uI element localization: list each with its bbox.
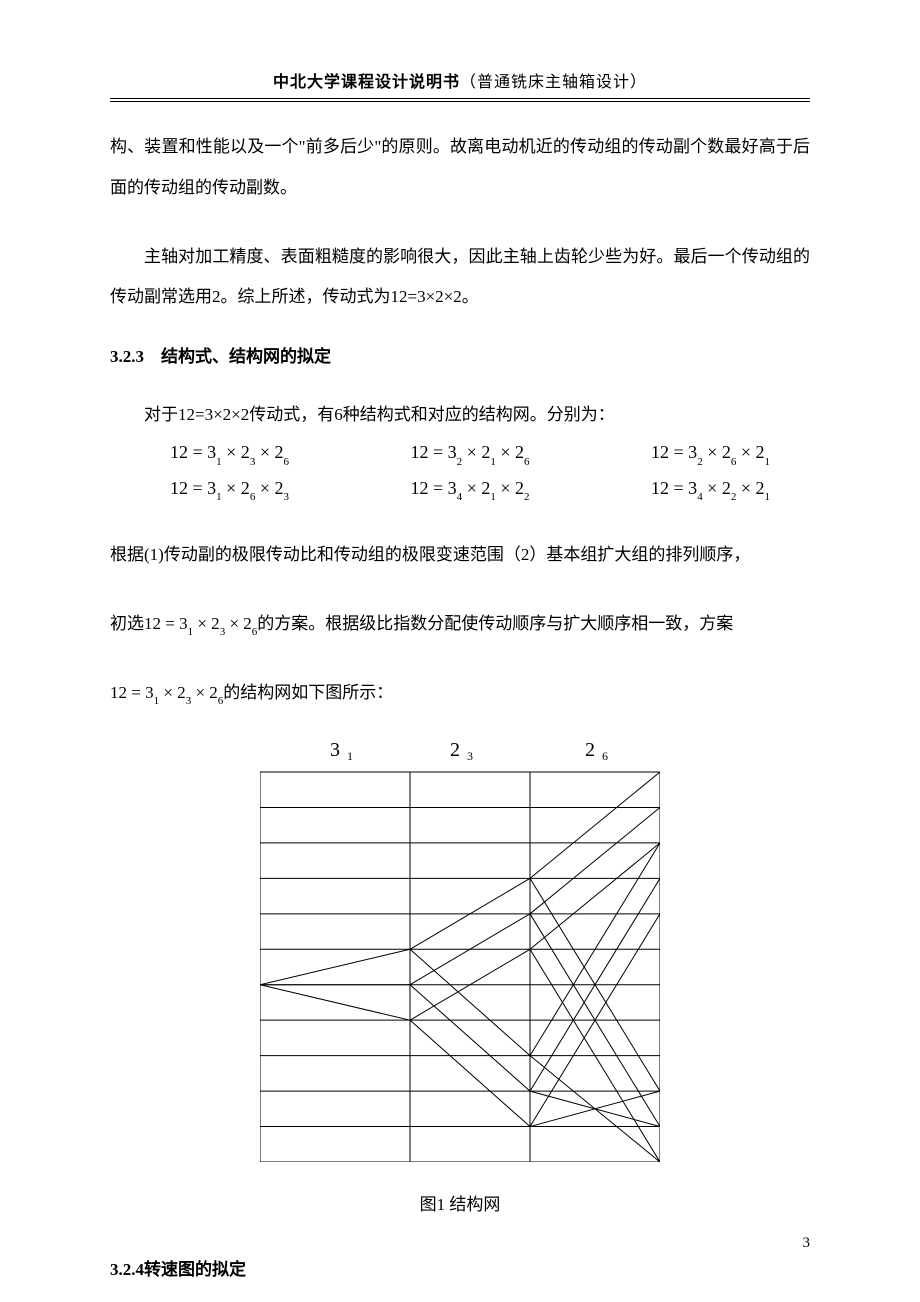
structure-net-diagram: 312326 [260,732,660,1162]
paragraph-2: 主轴对加工精度、表面粗糙度的影响很大，因此主轴上齿轮少些为好。最后一个传动组的传… [110,237,810,319]
eq-r1c1: 12 = 31 × 23 × 26 [170,442,289,466]
svg-text:3: 3 [467,749,473,763]
svg-text:2: 2 [450,739,460,761]
eq-r2c3: 12 = 34 × 22 × 21 [651,478,770,502]
equation-row-1: 12 = 31 × 23 × 26 12 = 32 × 21 × 26 12 =… [110,436,810,472]
page-number: 3 [803,1235,811,1252]
eq-r2c2: 12 = 34 × 21 × 22 [411,478,530,502]
document-page: 中北大学课程设计说明书（普通铣床主轴箱设计） 构、装置和性能以及一个"前多后少"… [0,0,920,1302]
paragraph-4a: 根据(1)传动副的极限传动比和传动组的极限变速范围（2）基本组扩大组的排列顺序， [110,535,810,576]
svg-text:6: 6 [602,749,608,763]
eq-r1c3: 12 = 32 × 26 × 21 [651,442,770,466]
section-heading-324: 3.2.4转速图的拟定 [110,1255,810,1280]
header-title-bold: 中北大学课程设计说明书 [273,74,460,91]
svg-text:1: 1 [347,749,353,763]
eq-r1c2: 12 = 32 × 21 × 26 [411,442,530,466]
equation-row-2: 12 = 31 × 26 × 23 12 = 34 × 21 × 22 12 =… [110,472,810,508]
section-heading-323: 3.2.3 结构式、结构网的拟定 [110,342,810,367]
header-title-plain: （普通铣床主轴箱设计） [460,74,647,91]
paragraph-4b: 初选12 = 31 × 23 × 26的方案。根据级比指数分配使传动顺序与扩大顺… [110,604,810,645]
eq-r2c1: 12 = 31 × 26 × 23 [170,478,289,502]
figure-1-wrap: 312326 图1 结构网 [110,732,810,1215]
svg-text:3: 3 [330,739,340,761]
paragraph-4c: 12 = 31 × 23 × 26的结构网如下图所示： [110,673,810,714]
svg-text:2: 2 [585,739,595,761]
page-header: 中北大学课程设计说明书（普通铣床主轴箱设计） [110,68,810,99]
paragraph-1: 构、装置和性能以及一个"前多后少"的原则。故离电动机近的传动组的传动副个数最好高… [110,127,810,209]
figure-1-caption: 图1 结构网 [420,1190,501,1215]
paragraph-3: 对于12=3×2×2传动式，有6种结构式和对应的结构网。分别为： [110,395,810,436]
